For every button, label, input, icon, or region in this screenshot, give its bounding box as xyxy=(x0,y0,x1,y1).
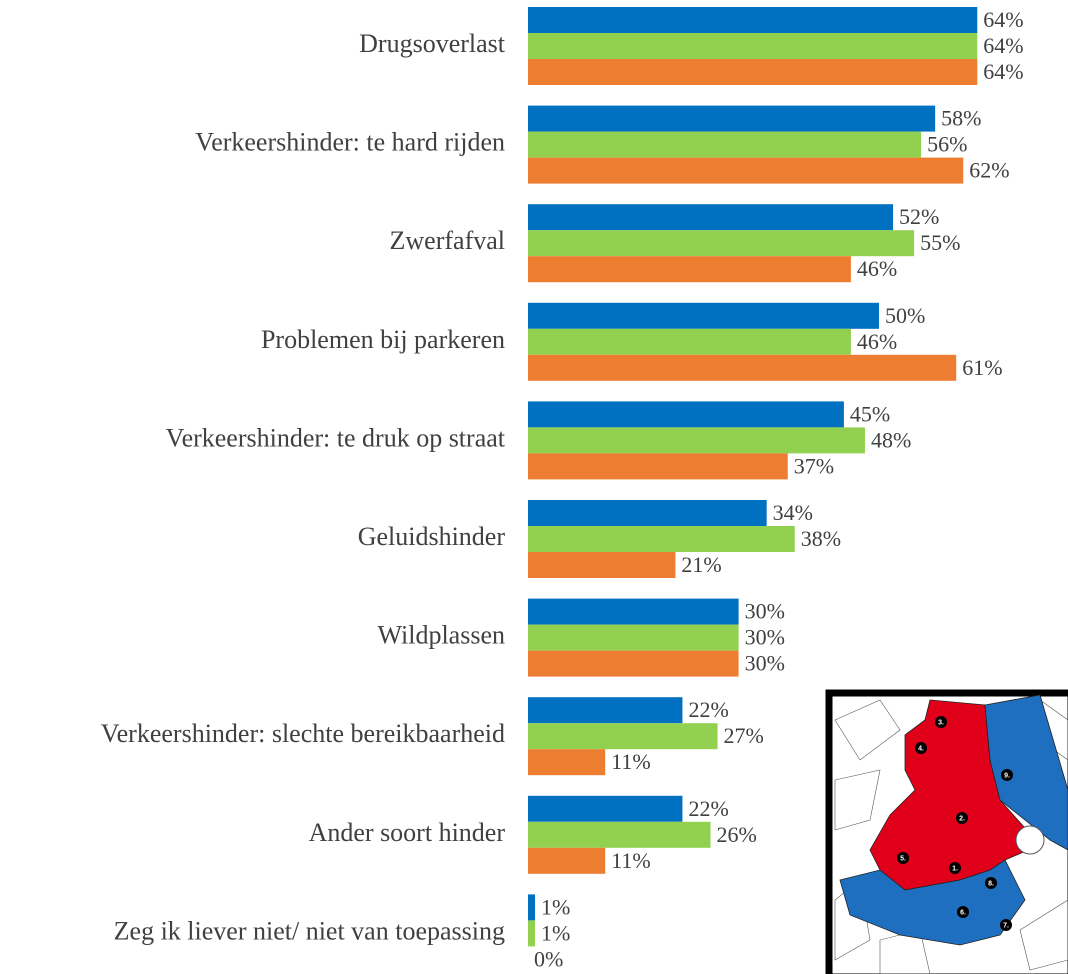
value-label: 30% xyxy=(745,599,785,624)
value-label: 64% xyxy=(983,7,1023,32)
bar xyxy=(528,749,606,776)
bar xyxy=(528,500,767,526)
value-label: 38% xyxy=(801,526,841,551)
value-label: 1% xyxy=(541,894,570,919)
category-label: Ander soort hinder xyxy=(309,818,506,847)
value-label: 26% xyxy=(717,822,757,847)
value-label: 22% xyxy=(688,796,728,821)
value-label: 64% xyxy=(983,33,1023,58)
value-label: 30% xyxy=(745,625,785,650)
value-label: 30% xyxy=(745,651,785,676)
map-label: 5. xyxy=(900,855,906,862)
bar xyxy=(528,795,683,822)
map-marker xyxy=(935,716,947,728)
bar xyxy=(528,723,718,750)
value-label: 56% xyxy=(927,132,967,157)
category-label: Drugsoverlast xyxy=(359,29,506,58)
map-label: 7. xyxy=(1003,922,1009,929)
map-label: 6. xyxy=(960,909,966,916)
value-label: 62% xyxy=(969,158,1009,183)
bar xyxy=(528,697,683,724)
bar xyxy=(528,453,788,480)
bar xyxy=(528,427,865,454)
bar xyxy=(528,354,957,381)
value-label: 46% xyxy=(857,256,897,281)
value-label: 1% xyxy=(541,920,570,945)
value-label: 50% xyxy=(885,303,925,328)
bar xyxy=(528,624,739,651)
bar xyxy=(528,204,894,231)
bar xyxy=(528,894,536,921)
map-streets xyxy=(834,699,1068,974)
category-label: Zeg ik liever niet/ niet van toepassing xyxy=(114,916,505,945)
map-roundabout xyxy=(1015,825,1045,855)
map-marker xyxy=(985,877,997,889)
map-marker xyxy=(1000,919,1012,931)
map-inset: 1. 2. 3. 4. 5. 6. 7. 8. 9. xyxy=(825,689,1068,974)
value-label: 48% xyxy=(871,427,911,452)
map-label: 4. xyxy=(918,745,924,752)
bar xyxy=(528,328,851,355)
bar xyxy=(528,105,936,132)
value-label: 46% xyxy=(857,329,897,354)
value-label: 27% xyxy=(724,723,764,748)
map-marker xyxy=(949,862,961,874)
value-label: 22% xyxy=(688,697,728,722)
map-label: 3. xyxy=(938,719,944,726)
map-region-blue xyxy=(984,694,1068,851)
bar xyxy=(528,920,536,947)
bar xyxy=(528,598,739,625)
map-marker xyxy=(1001,769,1013,781)
bar xyxy=(528,256,851,283)
value-label: 11% xyxy=(611,848,651,873)
bar xyxy=(528,33,978,59)
map-label: 2. xyxy=(959,815,965,822)
bar xyxy=(528,157,964,184)
bar xyxy=(528,552,676,578)
map-region-blue xyxy=(839,859,1026,946)
bar xyxy=(528,230,915,257)
map-marker xyxy=(957,906,969,918)
category-label: Zwerfafval xyxy=(390,226,505,255)
map-marker xyxy=(915,742,927,754)
value-label: 37% xyxy=(794,453,834,478)
map-marker xyxy=(956,812,968,824)
value-label: 55% xyxy=(920,230,960,255)
value-label: 61% xyxy=(962,355,1002,380)
value-label: 58% xyxy=(941,106,981,131)
value-label: 52% xyxy=(899,204,939,229)
bar xyxy=(528,59,978,85)
bar xyxy=(528,302,879,329)
value-label: 11% xyxy=(611,749,651,774)
bar xyxy=(528,821,711,848)
bar xyxy=(528,401,844,428)
value-label: 45% xyxy=(850,401,890,426)
map-marker xyxy=(897,852,909,864)
bar xyxy=(528,131,922,158)
category-label: Geluidshinder xyxy=(358,522,506,551)
value-label: 34% xyxy=(773,500,813,525)
map-label: 1. xyxy=(952,865,958,872)
map-label: 8. xyxy=(988,880,994,887)
category-label: Wildplassen xyxy=(378,621,506,650)
category-label: Verkeershinder: te hard rijden xyxy=(195,128,505,157)
bar xyxy=(528,526,795,552)
bar xyxy=(528,650,739,677)
value-label: 0% xyxy=(534,946,563,971)
map-label: 9. xyxy=(1004,772,1010,779)
value-label: 64% xyxy=(983,59,1023,84)
category-label: Problemen bij parkeren xyxy=(261,325,505,354)
category-label: Verkeershinder: te druk op straat xyxy=(166,423,506,452)
value-label: 21% xyxy=(681,552,721,577)
bar xyxy=(528,7,978,33)
category-label: Verkeershinder: slechte bereikbaarheid xyxy=(101,719,505,748)
bar xyxy=(528,847,606,874)
